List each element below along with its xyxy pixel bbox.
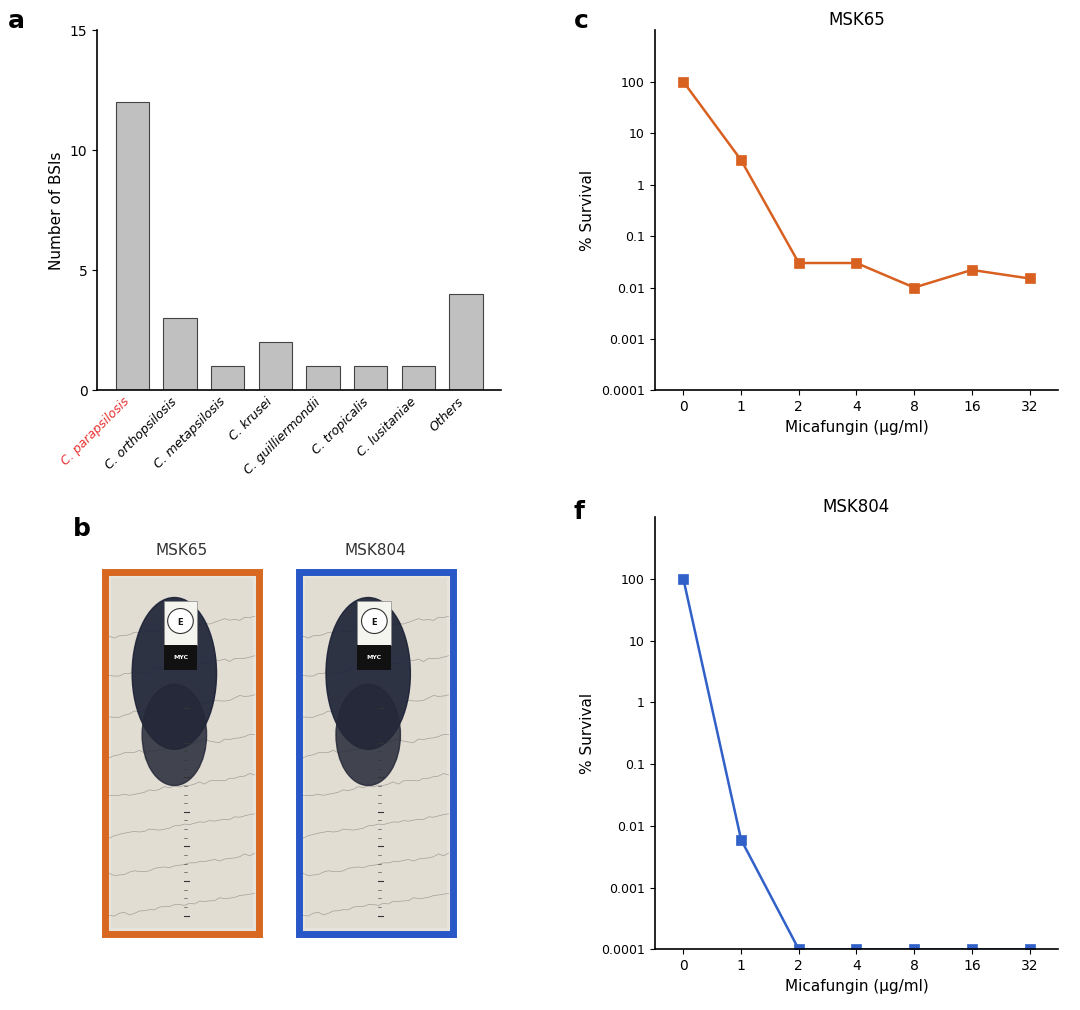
Bar [354, 367, 388, 391]
Text: f: f [573, 500, 584, 524]
Ellipse shape [336, 685, 401, 786]
X-axis label: Micafungin (μg/ml): Micafungin (μg/ml) [784, 420, 929, 434]
X-axis label: Micafungin (μg/ml): Micafungin (μg/ml) [784, 979, 929, 994]
Bar [211, 367, 244, 391]
Circle shape [362, 609, 387, 633]
Bar [299, 573, 453, 933]
Bar [163, 318, 197, 391]
Bar [163, 601, 198, 644]
Ellipse shape [326, 598, 410, 749]
Bar [449, 294, 483, 391]
Text: E: E [372, 617, 377, 626]
Bar [116, 102, 149, 391]
Bar [105, 573, 259, 933]
Bar [402, 367, 435, 391]
Bar [258, 342, 292, 391]
Y-axis label: % Survival: % Survival [580, 170, 595, 250]
Title: MSK65: MSK65 [828, 11, 885, 28]
Y-axis label: % Survival: % Survival [580, 693, 595, 774]
Bar [307, 367, 340, 391]
Text: E: E [178, 617, 184, 626]
Text: MYC: MYC [173, 654, 188, 660]
Bar [357, 644, 391, 670]
Text: c: c [573, 9, 589, 32]
Text: a: a [9, 9, 25, 32]
Bar [111, 578, 253, 928]
Title: MSK804: MSK804 [823, 498, 890, 516]
Bar [163, 644, 198, 670]
Text: b: b [73, 517, 91, 541]
Text: MSK804: MSK804 [345, 543, 407, 559]
Text: MSK65: MSK65 [156, 543, 208, 559]
Bar [306, 578, 446, 928]
Text: MYC: MYC [367, 654, 382, 660]
Ellipse shape [132, 598, 217, 749]
Circle shape [167, 609, 193, 633]
Y-axis label: Number of BSIs: Number of BSIs [50, 152, 65, 270]
Bar [357, 601, 391, 644]
Ellipse shape [143, 685, 206, 786]
